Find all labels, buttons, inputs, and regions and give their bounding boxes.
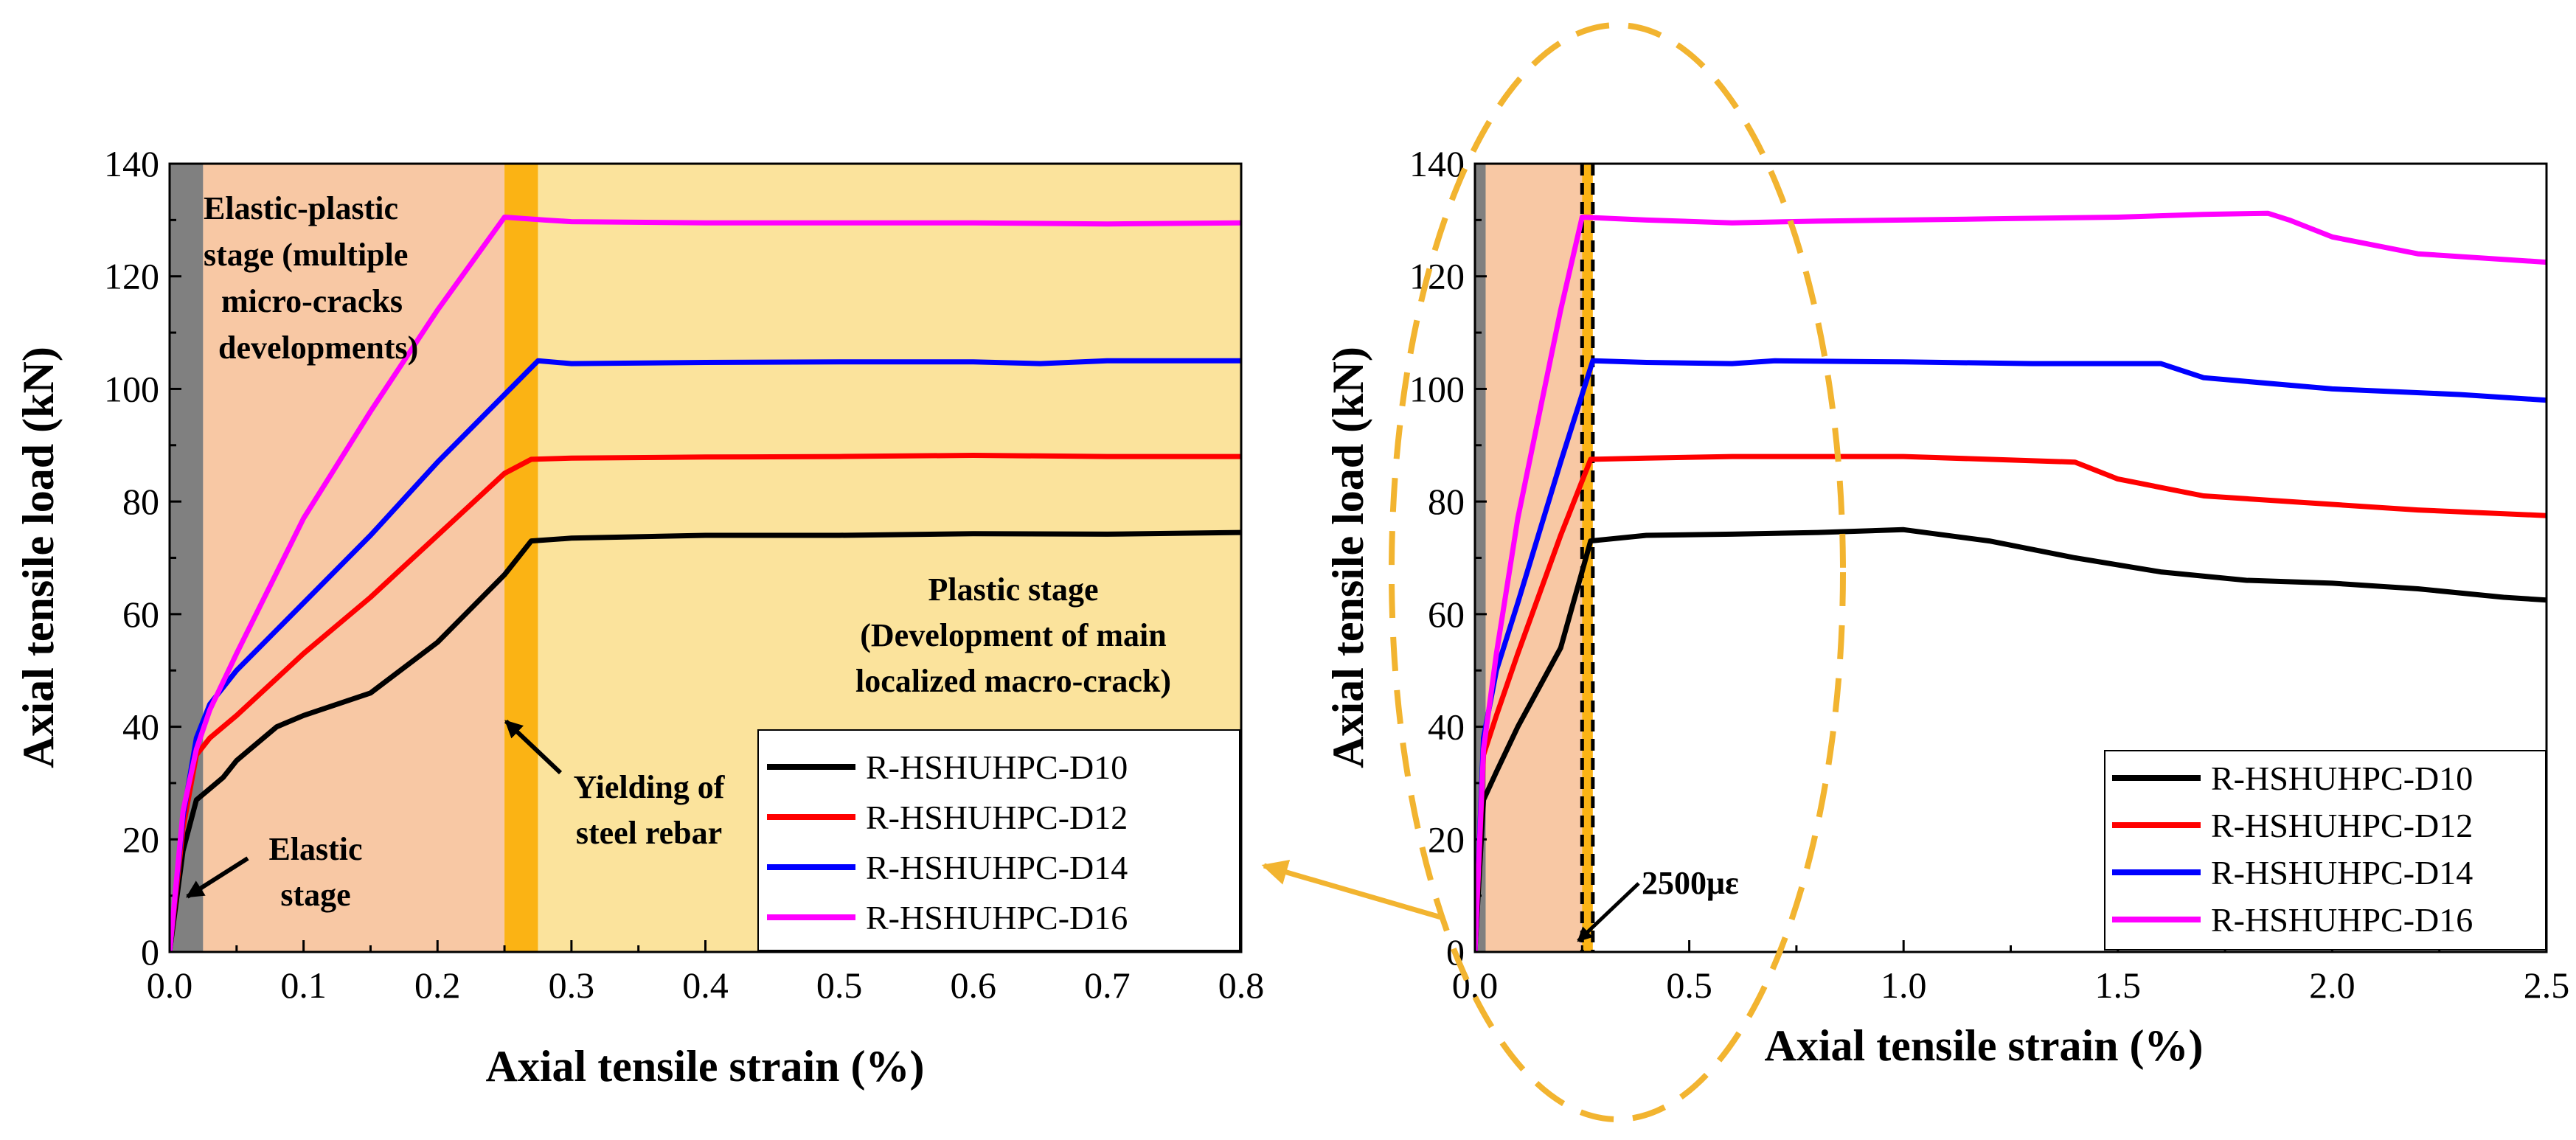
annotation-text: 2500με: [1642, 865, 1739, 901]
y-tick-label: 80: [122, 481, 159, 522]
legend: R-HSHUHPC-D10 R-HSHUHPC-D12 R-HSHUHPC-D14 R…: [757, 729, 1240, 951]
x-tick-label: 0.7: [1084, 965, 1131, 1006]
plot-frame: [1473, 162, 2548, 953]
x-tick-label: 2.0: [2309, 965, 2355, 1006]
y-tick-label: 100: [1409, 368, 1465, 409]
y-tick-label: 100: [104, 368, 159, 409]
annotation-line: developments): [218, 330, 418, 366]
series-line-r-hshuhpc-d16: [170, 215, 1241, 952]
x-tick-label: 0.4: [682, 965, 729, 1006]
legend-label: R-HSHUHPC-D14: [866, 849, 1128, 886]
series-line-r-hshuhpc-d14: [1475, 358, 2547, 952]
annotation-elastic-plastic: Elastic-plastic stage (multiple micro-cr…: [204, 190, 418, 366]
y-tick-label: 20: [1428, 818, 1465, 860]
annotation-line: Elastic: [268, 831, 362, 867]
y-tick-label: 40: [122, 706, 159, 748]
annotation-line: Yielding of: [574, 769, 726, 805]
microstrain-arrow: [1577, 882, 1640, 942]
annotation-elastic: Elastic stage: [185, 831, 363, 913]
yielding-arrow: [504, 719, 563, 775]
annotation-line: stage (multiple: [204, 237, 408, 273]
x-axis-title: Axial tensile strain (%): [1765, 1021, 2204, 1070]
stage-band-yield: [504, 164, 538, 952]
x-tick-label: 0.5: [1666, 965, 1712, 1006]
stage-band-elastic-plastic: [203, 164, 505, 952]
annotation-line: Elastic-plastic: [204, 190, 398, 226]
annotation-yielding: Yielding of steel rebar: [504, 719, 726, 851]
y-tick-label: 60: [122, 594, 159, 635]
y-axis-title: Axial tensile load (kN): [1324, 347, 1372, 768]
annotation-line: localized macro-crack): [855, 663, 1171, 699]
series-line-r-hshuhpc-d12: [170, 453, 1241, 952]
x-tick-label: 0.2: [414, 965, 461, 1006]
y-tick-label: 140: [1409, 143, 1465, 184]
x-tick-label: 0.8: [1218, 965, 1265, 1006]
legend-label: R-HSHUHPC-D12: [2211, 807, 2473, 844]
series-line-r-hshuhpc-d10: [170, 529, 1241, 952]
series-line-r-hshuhpc-d16: [1475, 210, 2547, 952]
y-tick-label: 20: [122, 818, 159, 860]
annotation-line: stage: [280, 877, 350, 913]
y-axis-title: Axial tensile load (kN): [14, 347, 63, 768]
x-tick-label: 0.5: [816, 965, 863, 1006]
y-tick-label: 0: [141, 931, 159, 973]
annotation-plastic: Plastic stage (Development of main local…: [855, 571, 1171, 699]
legend-label: R-HSHUHPC-D10: [2211, 760, 2473, 797]
series-line-r-hshuhpc-d12: [1475, 453, 2547, 952]
legend-label: R-HSHUHPC-D16: [866, 899, 1128, 936]
x-tick-label: 0.0: [147, 965, 193, 1006]
highlight-ellipse: [1389, 22, 1846, 1122]
y-tick-label: 80: [1428, 481, 1465, 522]
left-chart: 0.0 0.1 0.2 0.3 0.4 0.5 0.6 0.7 0.8 0 20 40 60 80 100 1…: [14, 143, 1264, 1091]
y-tick-label: 60: [1428, 594, 1465, 635]
x-tick-label: 1.5: [2095, 965, 2142, 1006]
legend-label: R-HSHUHPC-D14: [2211, 854, 2473, 892]
x-tick-label: 2.5: [2524, 965, 2570, 1006]
series-line-r-hshuhpc-d10: [1475, 526, 2547, 952]
connector-arrow: [1261, 860, 1442, 920]
series-group: [170, 215, 1241, 952]
legend-label: R-HSHUHPC-D10: [866, 748, 1128, 786]
x-tick-label: 0.3: [549, 965, 595, 1006]
annotation-line: (Development of main: [860, 617, 1167, 653]
y-tick-label: 140: [104, 143, 159, 184]
x-tick-label: 1.0: [1881, 965, 1927, 1006]
legend: R-HSHUHPC-D10 R-HSHUHPC-D12 R-HSHUHPC-D14 R…: [2104, 750, 2547, 950]
y-tick-label: 120: [1409, 256, 1465, 297]
annotation-line: Plastic stage: [928, 571, 1099, 608]
x-tick-label: 0.6: [951, 965, 997, 1006]
x-tick-label: 0.1: [280, 965, 327, 1006]
tick-labels: 0.0 0.1 0.2 0.3 0.4 0.5 0.6 0.7 0.8 0 20 40 60 80 100 1…: [104, 143, 1264, 1006]
y-tick-label: 40: [1428, 706, 1465, 748]
elastic-arrow: [185, 856, 249, 899]
legend-label: R-HSHUHPC-D12: [866, 799, 1128, 836]
plot-frame: [168, 162, 1243, 953]
annotation-line: steel rebar: [576, 815, 722, 851]
legend-label: R-HSHUHPC-D16: [2211, 901, 2473, 939]
annotation-2500-microstrain: 2500με: [1577, 865, 1739, 942]
y-tick-label: 120: [104, 256, 159, 297]
series-group: [1475, 210, 2547, 952]
annotation-line: micro-cracks: [221, 283, 403, 319]
x-axis-title: Axial tensile strain (%): [486, 1042, 925, 1091]
